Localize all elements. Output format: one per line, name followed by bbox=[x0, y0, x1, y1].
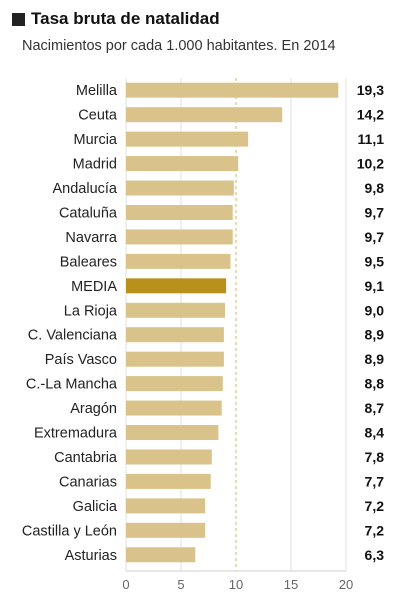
category-label-2: Murcia bbox=[73, 132, 117, 148]
x-tick-label-0: 0 bbox=[122, 577, 129, 592]
category-label-12: C.-La Mancha bbox=[26, 377, 118, 393]
category-label-15: Cantabria bbox=[54, 450, 118, 466]
value-label-4: 9,8 bbox=[365, 180, 385, 196]
value-label-0: 19,3 bbox=[357, 82, 384, 98]
category-label-7: Baleares bbox=[60, 254, 117, 270]
value-label-19: 6,3 bbox=[365, 547, 385, 563]
value-label-6: 9,7 bbox=[365, 229, 385, 245]
bar-18 bbox=[126, 522, 206, 538]
category-label-5: Cataluña bbox=[59, 205, 118, 221]
value-label-14: 8,4 bbox=[365, 425, 385, 441]
bar-12 bbox=[126, 376, 223, 392]
value-label-8: 9,1 bbox=[365, 278, 385, 294]
category-label-10: C. Valenciana bbox=[28, 328, 118, 344]
bar-15 bbox=[126, 449, 212, 465]
category-label-13: Aragón bbox=[70, 401, 117, 417]
x-tick-label-15: 15 bbox=[284, 577, 298, 592]
category-label-19: Asturias bbox=[65, 548, 117, 564]
value-label-9: 9,0 bbox=[365, 302, 385, 318]
x-tick-label-20: 20 bbox=[339, 577, 353, 592]
bar-7 bbox=[126, 253, 231, 269]
value-label-13: 8,7 bbox=[365, 400, 385, 416]
value-label-11: 8,9 bbox=[365, 351, 385, 367]
bar-14 bbox=[126, 425, 219, 441]
value-label-10: 8,9 bbox=[365, 327, 385, 343]
bar-17 bbox=[126, 498, 206, 514]
category-label-4: Andalucía bbox=[53, 181, 118, 197]
bar-0 bbox=[126, 82, 339, 98]
value-label-16: 7,7 bbox=[365, 473, 385, 489]
bar-1 bbox=[126, 107, 283, 123]
category-label-11: País Vasco bbox=[45, 352, 117, 368]
bar-2 bbox=[126, 131, 249, 147]
category-label-0: Melilla bbox=[76, 83, 118, 99]
category-label-6: Navarra bbox=[65, 230, 118, 246]
value-label-17: 7,2 bbox=[365, 498, 385, 514]
bar-6 bbox=[126, 229, 233, 245]
bar-10 bbox=[126, 327, 224, 343]
category-label-16: Canarias bbox=[59, 474, 117, 490]
value-label-3: 10,2 bbox=[357, 156, 384, 172]
value-label-2: 11,1 bbox=[358, 131, 385, 147]
bar-8 bbox=[126, 278, 227, 294]
bar-11 bbox=[126, 351, 224, 367]
category-label-17: Galicia bbox=[73, 499, 118, 515]
category-label-14: Extremadura bbox=[34, 426, 118, 442]
bar-16 bbox=[126, 473, 211, 489]
title-square-marker bbox=[12, 12, 25, 26]
value-label-15: 7,8 bbox=[365, 449, 385, 465]
category-label-8: MEDIA bbox=[71, 279, 117, 295]
x-tick-label-5: 5 bbox=[177, 577, 184, 592]
chart-title: Tasa bruta de natalidad bbox=[31, 9, 220, 28]
category-label-3: Madrid bbox=[73, 157, 117, 173]
category-label-18: Castilla y León bbox=[22, 523, 117, 539]
chart-subtitle: Nacimientos por cada 1.000 habitantes. E… bbox=[22, 38, 336, 54]
value-label-7: 9,5 bbox=[365, 253, 385, 269]
value-label-5: 9,7 bbox=[365, 204, 385, 220]
bar-13 bbox=[126, 400, 222, 416]
value-label-12: 8,8 bbox=[365, 376, 385, 392]
category-label-9: La Rioja bbox=[64, 303, 118, 319]
x-tick-label-10: 10 bbox=[229, 577, 243, 592]
bar-3 bbox=[126, 156, 239, 172]
bar-4 bbox=[126, 180, 234, 196]
value-label-18: 7,2 bbox=[365, 522, 385, 538]
bar-9 bbox=[126, 302, 225, 318]
chart-title-row: Tasa bruta de natalidad bbox=[12, 9, 220, 29]
value-label-1: 14,2 bbox=[357, 107, 384, 123]
category-label-1: Ceuta bbox=[78, 108, 118, 124]
bar-5 bbox=[126, 204, 233, 220]
bar-19 bbox=[126, 547, 196, 563]
